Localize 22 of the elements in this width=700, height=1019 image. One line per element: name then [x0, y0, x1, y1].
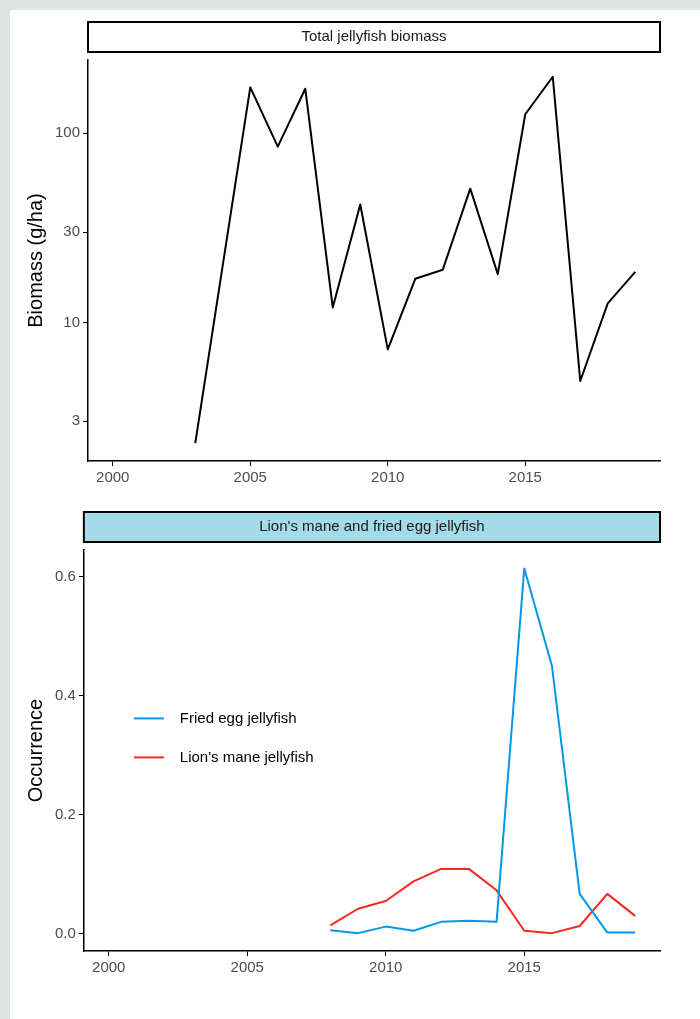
x-tick-label: 2005: [233, 468, 267, 486]
y-tick-label: 0.2: [54, 804, 76, 822]
y-tick-label: 3: [71, 411, 81, 429]
legend-label: Lion's mane jellyfish: [179, 747, 314, 765]
y-axis-title: Occurrence: [23, 698, 46, 803]
x-tick-label: 2015: [508, 468, 542, 486]
y-tick-label: 10: [63, 312, 81, 330]
x-tick-label: 2000: [96, 468, 130, 486]
chart-title: Total jellyfish biomass: [301, 27, 447, 45]
y-tick-label: 0.6: [54, 566, 76, 584]
x-tick-label: 2005: [230, 958, 264, 976]
y-tick-label: 30: [63, 222, 81, 240]
y-tick-label: 0.0: [54, 923, 76, 941]
chart-title: Lion's mane and fried egg jellyfish: [259, 517, 485, 535]
y-axis-title: Biomass (g/ha): [23, 193, 46, 328]
x-tick-label: 2010: [369, 958, 403, 976]
x-tick-label: 2015: [507, 958, 541, 976]
y-tick-label: 100: [55, 123, 81, 141]
y-tick-label: 0.4: [54, 685, 76, 703]
legend-label: Fried egg jellyfish: [179, 708, 297, 726]
x-tick-label: 2000: [92, 958, 126, 976]
x-tick-label: 2010: [371, 468, 405, 486]
